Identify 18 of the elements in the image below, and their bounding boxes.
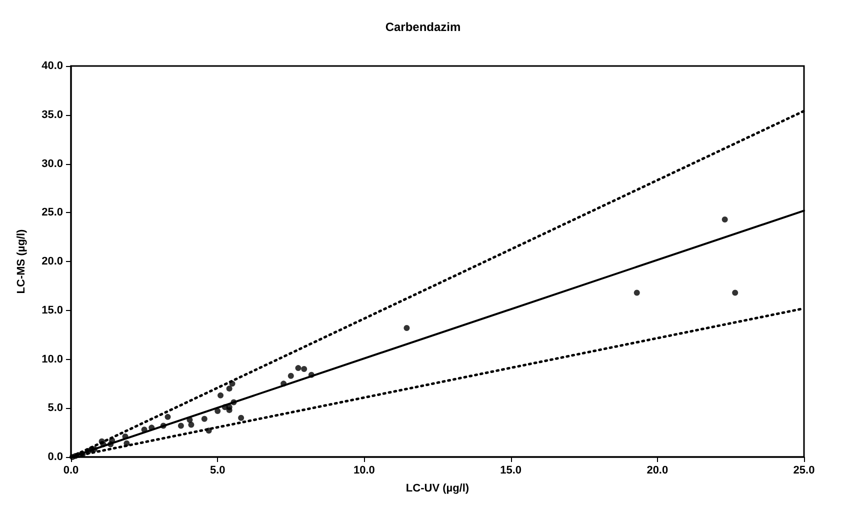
y-tick-label: 25.0	[42, 206, 63, 219]
y-tick-label: 5.0	[48, 402, 63, 414]
x-tick-label: 0.0	[63, 464, 79, 476]
y-axis-title: LC-MS (µg/l)	[16, 228, 28, 294]
x-axis-title: LC-UV (µg/l)	[406, 482, 470, 494]
y-tick-label: 20.0	[42, 256, 63, 268]
y-tick-label: 15.0	[42, 304, 63, 316]
x-tick-label: 25.0	[793, 464, 815, 476]
y-tick-label: 0.0	[48, 451, 63, 463]
y-tick-label: 10.0	[42, 353, 63, 366]
y-tick-label: 30.0	[42, 158, 63, 170]
x-tick-label: 15.0	[500, 464, 522, 476]
y-tick-label: 35.0	[42, 108, 63, 121]
x-tick-label: 5.0	[210, 464, 226, 476]
chart-title: Carbendazim	[385, 20, 461, 34]
y-tick-label: 40.0	[42, 60, 63, 72]
x-tick-label: 20.0	[646, 464, 668, 476]
x-tick-label: 10.0	[353, 464, 375, 476]
